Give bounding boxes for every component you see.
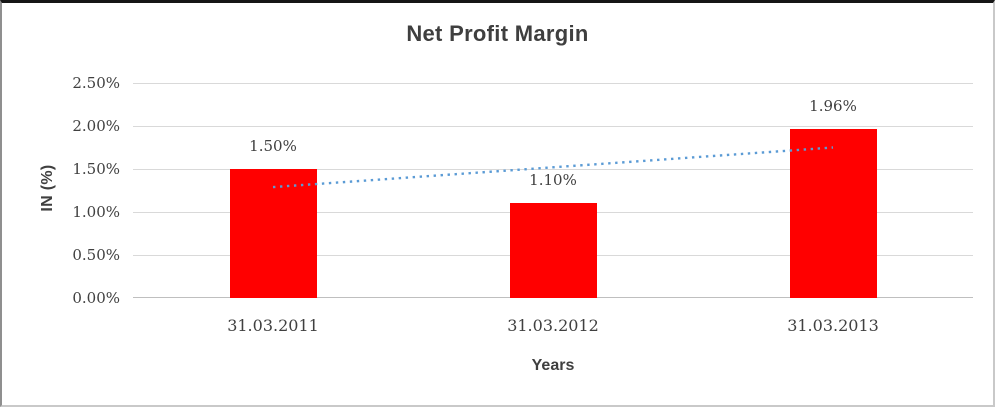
- y-tick-label: 2.00%: [72, 117, 120, 135]
- y-tick-label: 0.50%: [72, 246, 120, 264]
- linear-trendline: [272, 146, 834, 189]
- data-label: 1.96%: [809, 97, 857, 116]
- y-tick-label: 2.50%: [72, 74, 120, 92]
- x-tick-label: 31.03.2011: [227, 316, 319, 335]
- y-tick-label: 1.00%: [72, 203, 120, 221]
- gridline: [133, 83, 973, 84]
- y-tick-label: 0.00%: [72, 289, 120, 307]
- y-tick-label: 1.50%: [72, 160, 120, 178]
- bar-31.03.2011: [229, 169, 317, 298]
- data-label: 1.50%: [249, 137, 297, 155]
- gridline: [133, 126, 973, 127]
- gridline: [133, 169, 973, 170]
- bar-31.03.2012: [509, 203, 597, 298]
- data-label: 1.10%: [529, 171, 577, 190]
- chart-title: Net Profit Margin: [406, 21, 589, 46]
- bar-31.03.2013: [789, 129, 877, 298]
- x-axis-title: Years: [531, 357, 575, 374]
- x-tick-label: 31.03.2012: [507, 316, 599, 335]
- plot-area: 1.50% 1.10% 1.96%: [133, 83, 973, 298]
- x-tick-label: 31.03.2013: [787, 316, 879, 335]
